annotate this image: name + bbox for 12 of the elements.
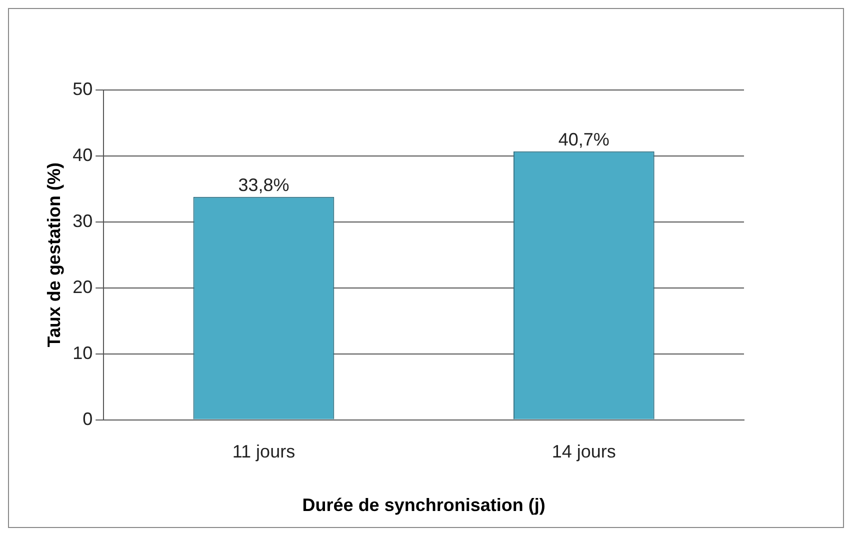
y-axis-title: Taux de gestation (%) (44, 162, 64, 348)
data-label: 40,7% (558, 129, 610, 150)
y-tick-label: 10 (72, 342, 93, 363)
y-tick-label: 30 (72, 210, 93, 231)
x-axis-title: Durée de synchronisation (j) (302, 495, 546, 516)
x-tick-label: 14 jours (552, 442, 616, 462)
x-tick-label: 11 jours (232, 442, 296, 462)
y-tick-label: 50 (72, 78, 93, 99)
y-tick-label: 20 (72, 276, 93, 297)
y-tick-label: 0 (82, 408, 93, 429)
y-tick-label: 40 (72, 144, 93, 165)
data-label: 33,8% (238, 174, 290, 195)
